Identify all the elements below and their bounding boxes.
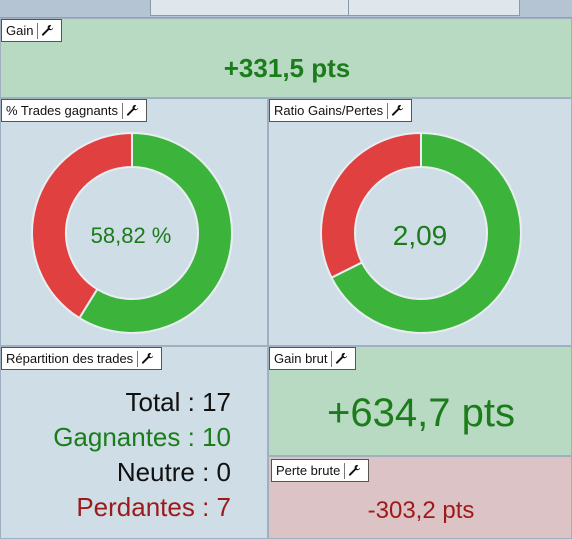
gross-loss-panel: Perte brute -303,2 pts — [268, 456, 572, 539]
donut-segment-gains — [330, 132, 522, 334]
gross-loss-title: Perte brute — [276, 463, 341, 478]
ratio-header: Ratio Gains/Pertes — [269, 99, 413, 122]
toolbar-segment[interactable] — [150, 0, 350, 16]
donut-segment-losers — [31, 132, 133, 320]
donut-segment-losses — [320, 132, 422, 279]
winners-row: Gagnantes : 10 — [53, 422, 231, 452]
distribution-list: Total : 17 Gagnantes : 10 Neutre : 0 Per… — [1, 387, 231, 527]
total-row: Total : 17 — [125, 387, 231, 417]
distribution-header: Répartition des trades — [1, 347, 163, 370]
ratio-value: 2,09 — [392, 220, 448, 251]
gross-loss-value: -303,2 pts — [367, 497, 475, 524]
neutral-row: Neutre : 0 — [116, 457, 231, 487]
gross-loss-header: Perte brute — [271, 459, 370, 482]
losers-label: Perdantes — [76, 492, 195, 522]
gross-gain-title: Gain brut — [274, 351, 328, 366]
neutral-value: 0 — [216, 457, 231, 487]
ratio-title: Ratio Gains/Pertes — [274, 103, 384, 118]
gain-value: +331,5 pts — [223, 53, 351, 83]
losers-value: 7 — [216, 492, 231, 522]
gain-title: Gain — [6, 23, 34, 38]
gross-gain-value: +634,7 pts — [327, 391, 515, 435]
neutral-label: Neutre — [116, 457, 195, 487]
wrench-icon[interactable] — [37, 22, 57, 39]
distribution-panel: Répartition des trades Total : 17 Gagnan… — [0, 346, 268, 539]
winners-label: Gagnantes — [53, 422, 181, 452]
win-rate-header: % Trades gagnants — [1, 99, 148, 122]
ratio-donut — [320, 132, 522, 334]
wrench-icon[interactable] — [387, 102, 407, 119]
win-rate-value: 58,82 % — [90, 223, 172, 248]
distribution-title: Répartition des trades — [6, 351, 134, 366]
ratio-panel: Ratio Gains/Pertes 2,09 — [268, 98, 572, 346]
wrench-icon[interactable] — [331, 350, 351, 367]
gain-header: Gain — [1, 19, 63, 42]
gain-panel: Gain +331,5 pts — [0, 18, 572, 98]
wrench-icon[interactable] — [137, 350, 157, 367]
top-toolbar — [0, 0, 572, 18]
gross-gain-header: Gain brut — [269, 347, 357, 370]
win-rate-panel: % Trades gagnants 58,82 % — [0, 98, 268, 346]
losers-row: Perdantes : 7 — [76, 492, 231, 522]
gross-gain-panel: Gain brut +634,7 pts — [268, 346, 572, 456]
win-rate-donut — [31, 132, 233, 334]
wrench-icon[interactable] — [122, 102, 142, 119]
total-value: 17 — [202, 387, 231, 417]
wrench-icon[interactable] — [344, 462, 364, 479]
win-rate-title: % Trades gagnants — [6, 103, 119, 118]
total-label: Total — [125, 387, 181, 417]
donut-segment-winners — [77, 132, 233, 334]
winners-value: 10 — [202, 422, 231, 452]
toolbar-segment[interactable] — [348, 0, 520, 16]
